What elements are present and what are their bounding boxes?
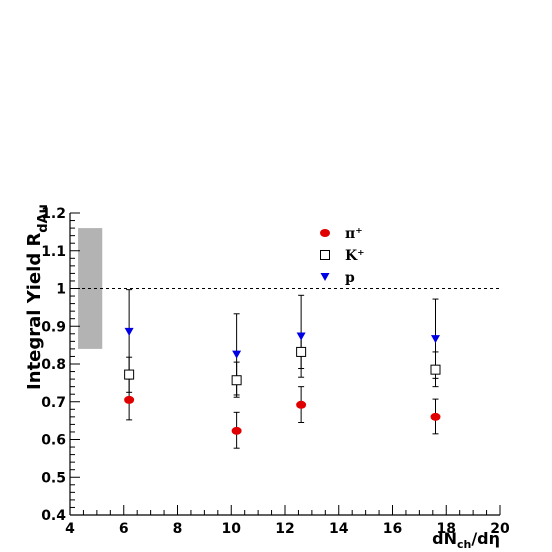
pion-marker — [231, 426, 242, 435]
x-axis-title: dNch/dη — [432, 529, 500, 551]
x-axis-title-sub: ch — [457, 538, 471, 551]
x-tick-label: 16 — [383, 521, 402, 537]
legend-label: π⁺ — [345, 226, 363, 242]
proton-marker — [296, 332, 306, 341]
axis-ticks: 4 6 8 10 12 14 16 18 20 0.4 0.5 0.6 0.7 0.8 0.9 1 1.1 1.2 — [41, 206, 510, 537]
kaon-marker — [124, 369, 135, 380]
pion-marker — [430, 412, 441, 421]
y-tick-label: 1 — [56, 282, 66, 298]
pion-marker — [296, 400, 307, 409]
kaon-marker — [231, 375, 242, 386]
pion-marker — [320, 229, 330, 237]
y-tick-label: 0.5 — [41, 470, 66, 486]
y-tick-label: 0.8 — [41, 357, 66, 373]
legend-label: p — [345, 270, 355, 286]
data-points — [124, 289, 441, 449]
x-tick-label: 18 — [437, 521, 456, 537]
proton-marker — [232, 350, 242, 359]
x-tick-label: 14 — [329, 521, 349, 537]
y-axis-title-sub: dAu — [36, 204, 51, 233]
x-axis-title-d: dN — [432, 529, 457, 548]
x-axis-title-rest: /dη — [471, 529, 500, 548]
x-tick-label: 6 — [119, 521, 129, 537]
kaon-marker — [320, 250, 330, 260]
y-tick-label: 0.9 — [41, 319, 66, 335]
y-axis-title-main: Integral Yield R — [24, 233, 45, 390]
legend-label: K⁺ — [345, 248, 365, 264]
kaon-marker — [430, 364, 441, 375]
x-tick-label: 10 — [222, 521, 242, 537]
x-tick-label: 12 — [275, 521, 294, 537]
y-tick-label: 0.4 — [41, 508, 66, 524]
y-axis-title: Integral Yield RdAu — [24, 204, 51, 390]
x-tick-label: 20 — [490, 521, 510, 537]
y-tick-label: 1.1 — [41, 244, 66, 260]
x-tick-label: 4 — [65, 521, 75, 537]
proton-marker — [320, 273, 330, 281]
y-tick-label: 0.7 — [41, 395, 66, 411]
y-tick-label: 1.2 — [41, 206, 66, 222]
legend: π⁺ K⁺ p — [320, 226, 365, 286]
pion-marker — [124, 395, 135, 404]
x-tick-label: 8 — [173, 521, 183, 537]
y-tick-label: 0.6 — [41, 433, 66, 449]
proton-marker — [431, 335, 440, 344]
kaon-marker — [296, 346, 307, 357]
proton-marker — [124, 327, 134, 336]
